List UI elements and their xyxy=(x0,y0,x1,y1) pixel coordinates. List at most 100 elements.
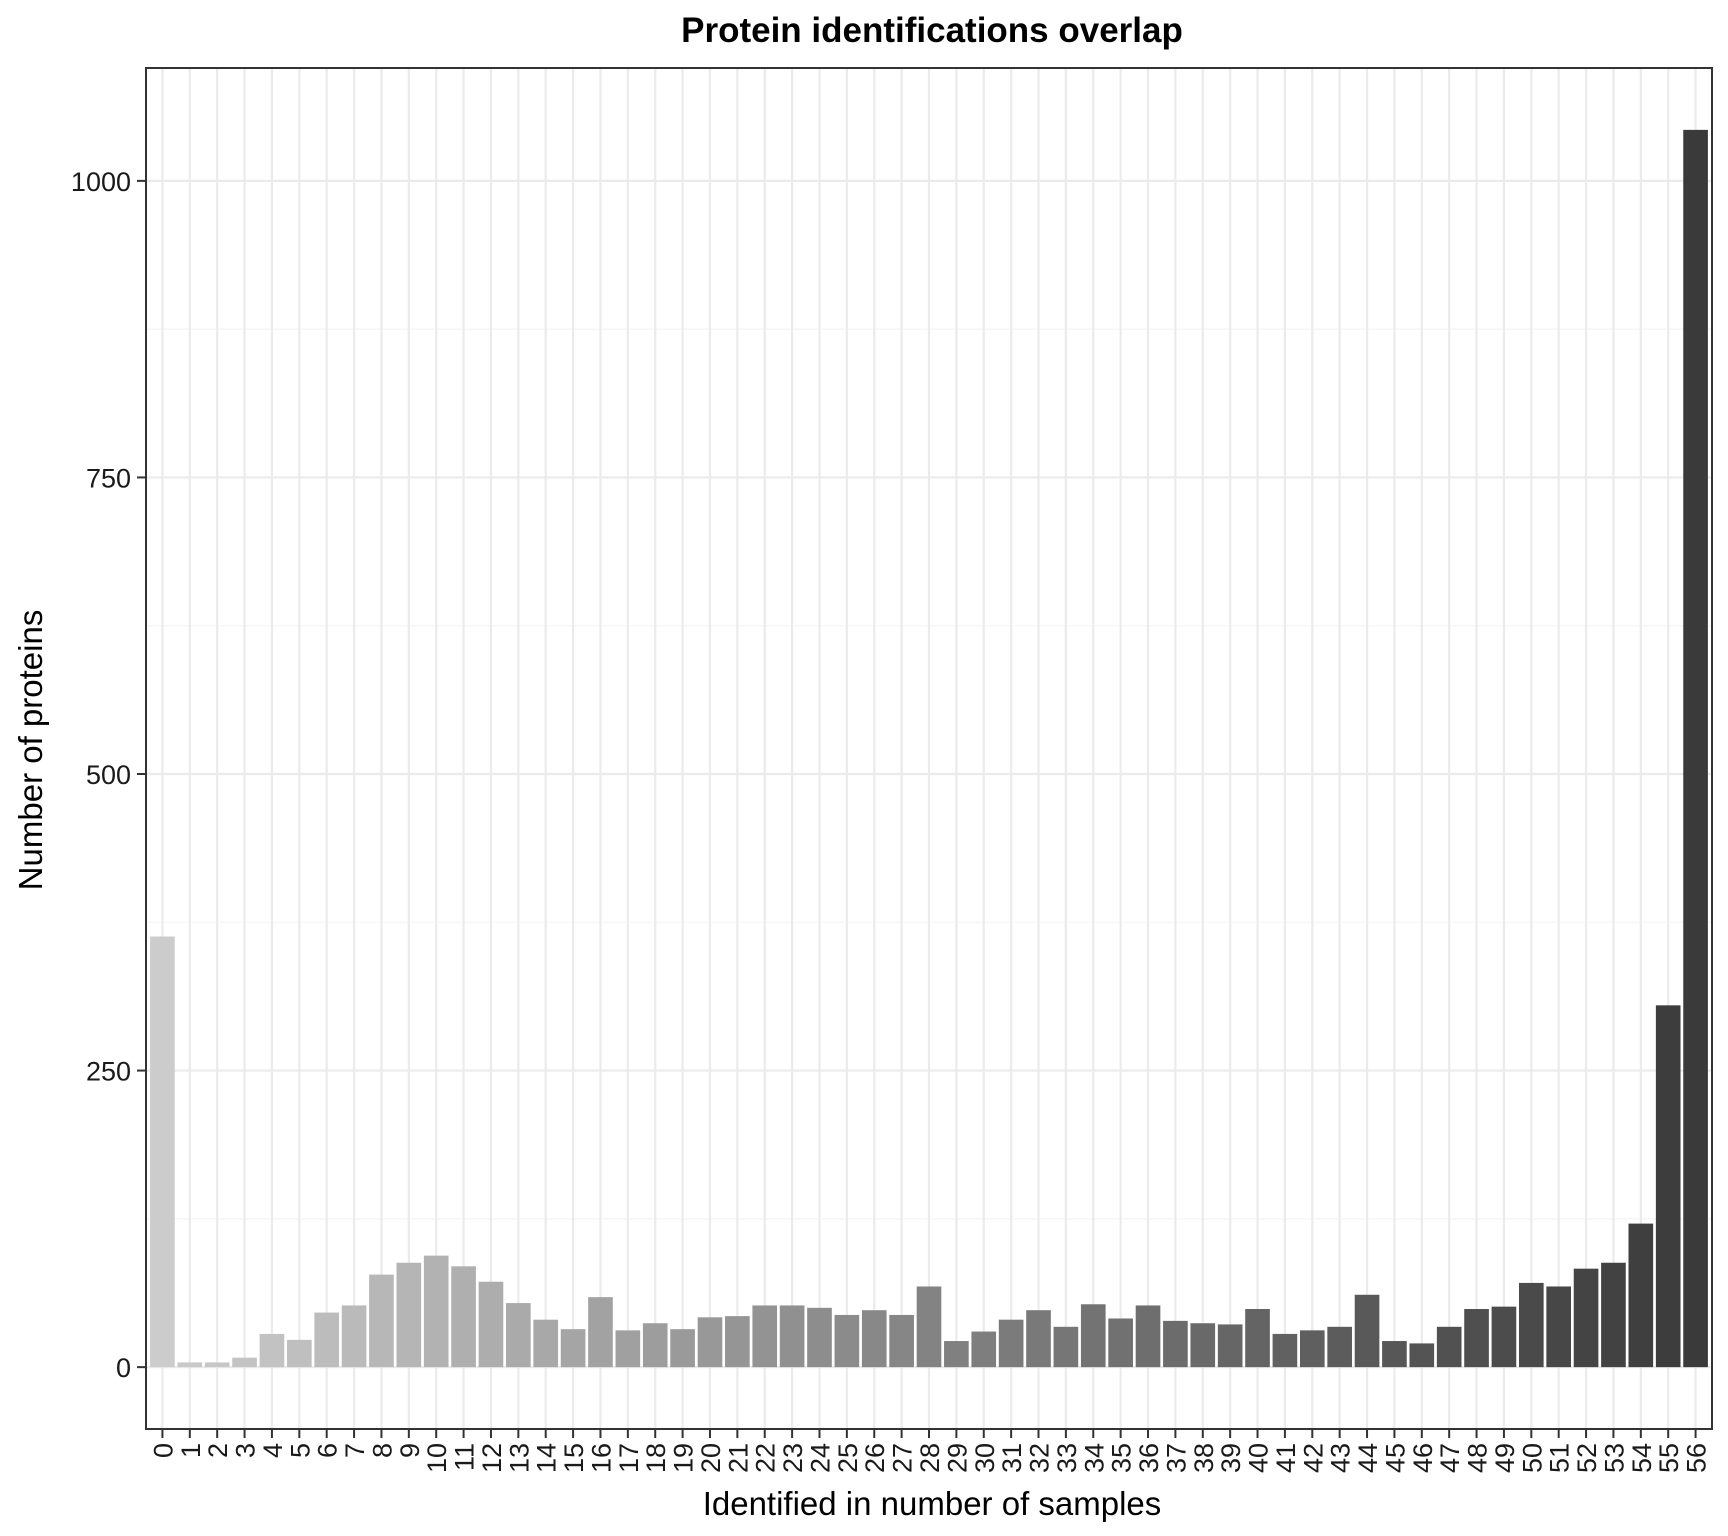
x-tick-label: 18 xyxy=(641,1443,671,1473)
x-tick-label: 27 xyxy=(888,1443,918,1473)
bar-18 xyxy=(642,1323,668,1368)
x-tick-label: 29 xyxy=(942,1443,972,1473)
bar-27 xyxy=(889,1314,914,1368)
x-tick-label: 39 xyxy=(1216,1443,1246,1473)
bar-51 xyxy=(1546,1286,1572,1368)
x-tick-label: 15 xyxy=(559,1443,589,1473)
x-tick-label: 9 xyxy=(395,1443,425,1458)
bar-38 xyxy=(1190,1323,1216,1368)
x-tick-label: 17 xyxy=(614,1443,644,1473)
x-tick-label: 56 xyxy=(1682,1443,1712,1473)
x-tick-label: 44 xyxy=(1353,1443,1383,1473)
bar-45 xyxy=(1382,1341,1407,1368)
bar-46 xyxy=(1409,1343,1435,1368)
bar-25 xyxy=(834,1314,860,1368)
bar-33 xyxy=(1053,1326,1079,1368)
x-tick-label: 53 xyxy=(1599,1443,1629,1473)
x-tick-label: 5 xyxy=(285,1443,315,1458)
x-tick-label: 47 xyxy=(1435,1443,1465,1473)
bar-30 xyxy=(971,1331,997,1368)
bar-44 xyxy=(1354,1294,1380,1368)
bar-3 xyxy=(232,1357,257,1368)
bar-7 xyxy=(341,1305,367,1368)
bar-12 xyxy=(478,1281,504,1368)
bar-24 xyxy=(807,1307,832,1368)
bar-26 xyxy=(861,1310,887,1368)
bars xyxy=(150,129,1708,1368)
y-tick-label: 1000 xyxy=(71,167,131,197)
x-tick-label: 20 xyxy=(696,1443,726,1473)
bar-19 xyxy=(670,1329,695,1368)
x-tick-label: 7 xyxy=(340,1443,370,1458)
x-tick-label: 16 xyxy=(586,1443,616,1473)
x-tick-label: 36 xyxy=(1134,1443,1164,1473)
x-tick-label: 50 xyxy=(1517,1443,1547,1473)
bar-31 xyxy=(998,1319,1024,1368)
x-tick-label: 11 xyxy=(450,1443,480,1471)
bar-47 xyxy=(1436,1326,1462,1368)
bar-40 xyxy=(1245,1309,1270,1368)
x-tick-label: 33 xyxy=(1052,1443,1082,1473)
y-tick-label: 250 xyxy=(86,1057,131,1087)
x-tick-label: 32 xyxy=(1025,1443,1055,1473)
bar-14 xyxy=(533,1319,559,1368)
bar-11 xyxy=(451,1266,476,1368)
bar-32 xyxy=(1026,1310,1051,1368)
x-tick-label: 28 xyxy=(915,1443,945,1473)
bar-29 xyxy=(944,1341,969,1368)
x-tick-label: 24 xyxy=(805,1443,835,1473)
bar-39 xyxy=(1217,1324,1243,1368)
bar-21 xyxy=(725,1316,750,1368)
bar-50 xyxy=(1518,1282,1544,1368)
y-axis-title: Number of proteins xyxy=(12,610,49,891)
x-tick-label: 34 xyxy=(1079,1443,1109,1473)
bar-54 xyxy=(1628,1223,1654,1368)
x-tick-label: 49 xyxy=(1490,1443,1520,1473)
x-tick-label: 37 xyxy=(1161,1443,1191,1473)
x-tick-label: 10 xyxy=(422,1443,452,1473)
bar-41 xyxy=(1272,1333,1298,1368)
y-tick-label: 0 xyxy=(116,1353,131,1383)
x-tick-label: 8 xyxy=(367,1443,397,1458)
x-tick-label: 26 xyxy=(860,1443,890,1473)
y-tick-label: 500 xyxy=(86,760,131,790)
x-tick-label: 0 xyxy=(148,1443,178,1458)
x-tick-label: 52 xyxy=(1572,1443,1602,1473)
bar-9 xyxy=(396,1262,422,1368)
x-tick-label: 21 xyxy=(723,1443,753,1473)
x-tick-label: 41 xyxy=(1271,1443,1301,1473)
x-tick-label: 42 xyxy=(1298,1443,1328,1473)
bar-42 xyxy=(1299,1330,1325,1368)
bar-8 xyxy=(369,1274,394,1368)
x-tick-label: 46 xyxy=(1408,1443,1438,1473)
bar-22 xyxy=(752,1305,778,1368)
bar-28 xyxy=(916,1286,942,1368)
grid-lines xyxy=(146,68,1712,1429)
x-tick-label: 51 xyxy=(1545,1443,1575,1473)
x-tick-label: 48 xyxy=(1463,1443,1493,1473)
bar-4 xyxy=(259,1333,285,1368)
x-tick-label: 40 xyxy=(1244,1443,1274,1473)
bar-34 xyxy=(1080,1304,1106,1368)
x-tick-label: 6 xyxy=(313,1443,343,1458)
x-tick-label: 14 xyxy=(532,1443,562,1473)
bar-13 xyxy=(506,1303,531,1368)
x-tick-label: 45 xyxy=(1380,1443,1410,1473)
chart-title: Protein identifications overlap xyxy=(681,11,1183,50)
bar-55 xyxy=(1655,1005,1681,1368)
x-tick-label: 55 xyxy=(1654,1443,1684,1473)
x-tick-label: 38 xyxy=(1189,1443,1219,1473)
bar-1 xyxy=(177,1362,203,1368)
x-tick-label: 12 xyxy=(477,1443,507,1473)
x-tick-label: 30 xyxy=(970,1443,1000,1473)
x-tick-label: 23 xyxy=(778,1443,808,1473)
bar-0 xyxy=(150,936,175,1368)
bar-17 xyxy=(615,1330,641,1368)
bar-49 xyxy=(1491,1306,1517,1368)
x-axis-title: Identified in number of samples xyxy=(703,1485,1162,1522)
bar-5 xyxy=(286,1339,312,1368)
x-tick-label: 22 xyxy=(751,1443,781,1473)
bar-10 xyxy=(423,1255,449,1368)
